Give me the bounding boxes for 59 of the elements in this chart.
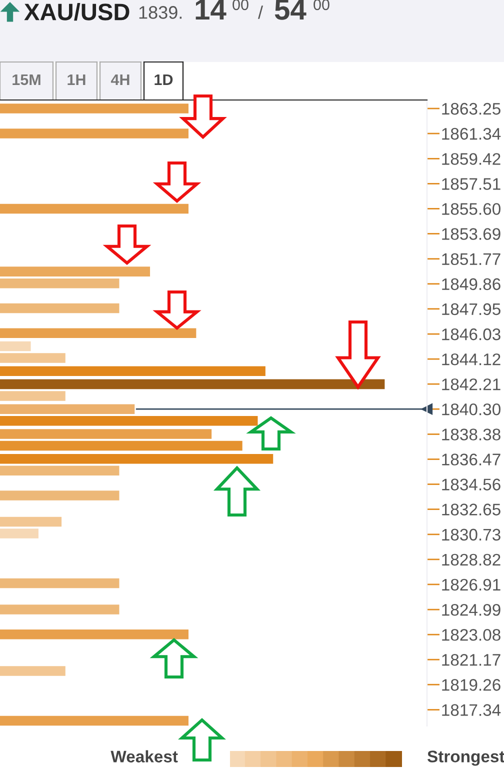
bar [0,341,31,352]
y-tick-label: 1863.25 [442,102,500,115]
y-tick-label: 1823.08 [442,628,500,641]
bar [0,379,385,390]
bar [0,528,38,538]
y-tick-label: 1836.47 [442,454,500,466]
y-tick-label: 1853.69 [442,228,500,240]
bar [0,404,135,414]
bar [0,578,120,588]
y-tick-label: 1821.17 [442,654,500,666]
y-tick-label: 1819.26 [442,679,500,691]
bar [0,516,62,527]
bar [0,303,120,314]
text: 1D [154,74,173,85]
text: 15M [12,74,40,86]
bar [0,629,188,640]
bar [0,353,66,363]
y-tick-label: 1861.34 [442,128,501,140]
y-tick-label: 1832.65 [442,504,500,516]
y-tick-label: 1817.34 [442,704,501,716]
bar [0,104,188,114]
bar [0,429,212,439]
y-tick-label: 1859.42 [442,153,500,165]
bar [0,416,258,426]
y-tick-label: 1826.91 [442,578,500,591]
y-tick-label: 1851.77 [442,253,500,266]
text: 4H [110,74,130,85]
y-tick-label: 1828.82 [442,554,500,566]
bar [0,128,188,138]
text: Weakest [110,750,178,762]
bar [0,490,120,500]
text: / [258,6,264,19]
y-tick-label: 1824.99 [442,604,500,616]
bar [0,666,66,676]
bar [0,466,120,476]
bar [0,391,66,401]
y-tick-label: 1847.95 [442,303,500,316]
y-tick-label: 1849.86 [442,278,500,290]
y-tick-label: 1844.12 [442,353,500,366]
bar [0,328,196,338]
y-tick-label: 1846.03 [442,328,500,340]
y-tick-label: 1842.21 [442,378,500,390]
text: 1H [68,74,86,85]
bar [0,716,188,726]
chart-title: XAU/USD [24,2,130,21]
y-tick-label: 1838.38 [442,428,500,440]
bar [0,278,120,288]
y-tick-label: 1830.73 [442,528,500,541]
bar [0,366,266,376]
text: 1839. [139,6,182,19]
y-tick-label: 1855.60 [442,203,500,215]
bar [0,454,274,464]
bar [0,204,188,214]
y-tick-label: 1857.51 [442,178,500,190]
bar [0,604,120,614]
y-tick-label: 1840.30 [442,403,500,416]
bar [0,266,150,276]
bar [0,440,242,451]
y-tick-label: 1834.56 [442,478,500,490]
